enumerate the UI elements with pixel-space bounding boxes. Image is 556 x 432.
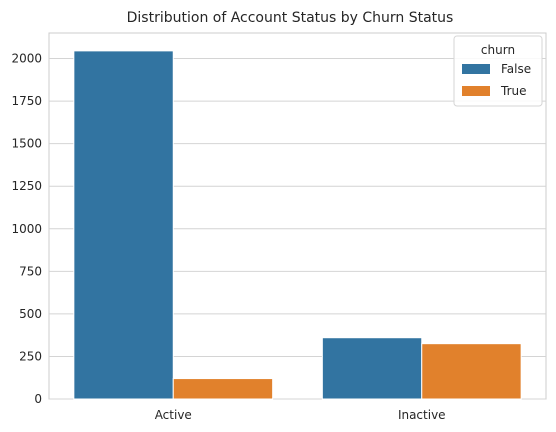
x-tick-labels: Active Inactive <box>155 408 446 422</box>
legend-items: False True <box>462 62 531 98</box>
legend-label-false: False <box>501 62 531 76</box>
legend-swatch-false <box>462 64 490 74</box>
chart-title: Distribution of Account Status by Churn … <box>127 10 454 26</box>
bar-active-false <box>73 50 174 400</box>
bar-inactive-false <box>321 337 423 400</box>
y-tick-label: 750 <box>19 264 42 278</box>
legend: churn False True <box>453 35 543 107</box>
x-tick-label: Active <box>155 408 192 422</box>
y-tick-label: 1500 <box>11 137 42 151</box>
legend-swatch-true <box>462 86 490 96</box>
legend-label-true: True <box>500 84 527 98</box>
y-tick-label: 0 <box>34 392 42 406</box>
y-tick-label: 1750 <box>11 94 42 108</box>
y-tick-label: 2000 <box>11 52 42 66</box>
y-tick-labels: 0 250 500 750 1000 1250 1500 1750 2000 <box>11 52 42 406</box>
legend-title: churn <box>481 43 515 57</box>
bar-active-true <box>172 378 274 400</box>
y-tick-label: 1250 <box>11 179 42 193</box>
bar-inactive-true <box>421 343 522 400</box>
plot-area: 0 250 500 750 1000 1250 1500 1750 2000 Active Ina… <box>11 32 547 422</box>
bars <box>73 50 522 400</box>
y-tick-label: 500 <box>19 307 42 321</box>
y-tick-label: 1000 <box>11 222 42 236</box>
x-tick-label: Inactive <box>398 408 446 422</box>
y-tick-label: 250 <box>19 349 42 363</box>
